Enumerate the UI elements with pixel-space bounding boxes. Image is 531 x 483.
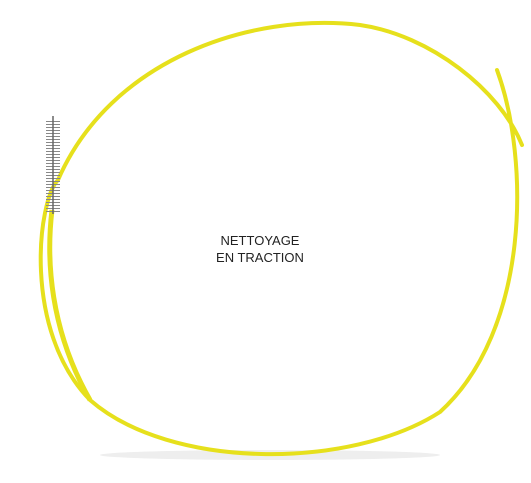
caption-line: NETTOYAGE <box>180 232 340 249</box>
caption-line: EN TRACTION <box>180 249 340 266</box>
page: NETTOYAGE EN TRACTION {"label": {"line1"… <box>0 0 531 483</box>
caption: NETTOYAGE EN TRACTION <box>180 232 340 266</box>
